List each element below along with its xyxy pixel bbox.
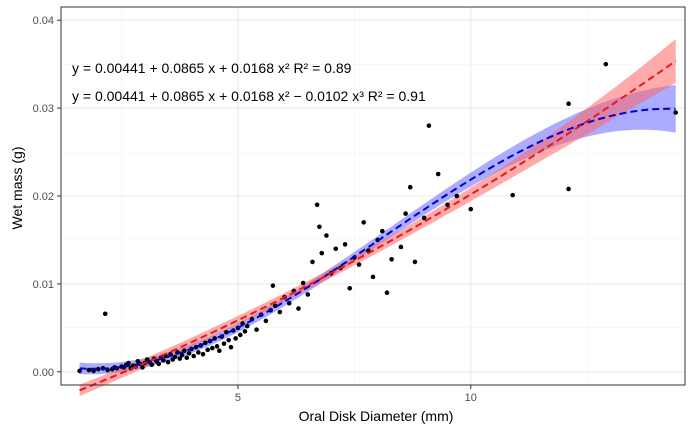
y-tick-label: 0.04 [33, 15, 54, 27]
data-point [361, 220, 366, 225]
data-point [165, 359, 171, 365]
data-point [193, 344, 199, 350]
data-point [445, 202, 450, 208]
data-point [224, 329, 229, 335]
data-point [454, 193, 460, 199]
data-point [191, 353, 197, 359]
data-point [317, 224, 322, 230]
y-tick-label: 0.01 [33, 279, 54, 291]
data-point [184, 355, 190, 361]
x-tick-label: 5 [235, 392, 241, 404]
data-point [435, 171, 441, 177]
data-point [237, 332, 243, 338]
y-tick-label: 0.02 [33, 191, 54, 203]
x-axis-ticks: 5 10 [235, 385, 477, 404]
y-axis-ticks: 0.00 0.01 0.02 0.03 0.04 [33, 15, 61, 379]
data-point [305, 292, 311, 297]
data-point [210, 345, 215, 351]
data-point [277, 309, 283, 315]
data-point [156, 361, 162, 367]
data-point [296, 306, 301, 311]
y-tick-label: 0.00 [33, 367, 54, 379]
data-point [426, 123, 432, 128]
data-point [421, 215, 427, 221]
data-point [300, 280, 306, 286]
data-point [333, 246, 339, 252]
data-point [380, 228, 385, 234]
data-point [177, 356, 183, 361]
data-point [126, 360, 131, 366]
data-point [407, 184, 413, 190]
data-point [403, 211, 408, 216]
data-point [226, 337, 231, 343]
confidence-bands [79, 39, 676, 396]
data-point [242, 329, 248, 334]
data-point [566, 101, 571, 106]
data-point [77, 368, 82, 374]
data-point [412, 259, 418, 265]
data-point [370, 274, 376, 280]
data-point [286, 300, 292, 306]
data-point [356, 262, 362, 267]
data-point [240, 321, 245, 326]
data-point [233, 336, 238, 341]
data-point [310, 259, 315, 265]
data-point [172, 354, 178, 360]
data-point [384, 290, 390, 295]
data-point [140, 365, 145, 370]
data-point [510, 192, 516, 198]
data-point [149, 362, 155, 368]
data-point [244, 323, 250, 329]
equation-quadratic: y = 0.00441 + 0.0865 x + 0.0168 x² R² = … [72, 60, 352, 76]
data-point [196, 350, 201, 355]
x-tick-label: 10 [465, 392, 477, 404]
x-axis-title: Oral Disk Diameter (mm) [299, 408, 454, 424]
y-axis-title: Wet mass (g) [9, 147, 25, 230]
data-point [200, 351, 206, 357]
data-point [566, 186, 571, 192]
grid-major [61, 7, 685, 385]
data-point [314, 202, 320, 208]
data-point [389, 256, 394, 262]
data-point [398, 244, 404, 250]
data-point [468, 206, 474, 212]
data-point [179, 352, 185, 358]
quadratic-fit-line [79, 60, 677, 392]
data-point [205, 347, 210, 353]
data-point [263, 318, 269, 324]
y-tick-label: 0.03 [33, 103, 54, 115]
data-point [228, 344, 234, 350]
data-point [102, 311, 108, 317]
data-point [603, 61, 609, 67]
data-point [319, 250, 325, 256]
data-point [342, 242, 348, 247]
data-point [673, 110, 678, 115]
data-point [324, 233, 329, 238]
data-point [254, 327, 259, 332]
data-point [214, 344, 220, 349]
data-point [217, 348, 222, 354]
fit-lines [79, 60, 677, 392]
data-point [347, 286, 353, 291]
data-point [270, 283, 276, 288]
data-point [221, 341, 227, 346]
cubic-fit-line [79, 107, 676, 370]
data-point [86, 367, 92, 373]
data-point [186, 351, 192, 356]
data-point [203, 340, 208, 346]
equation-cubic: y = 0.00441 + 0.0865 x + 0.0168 x² − 0.0… [72, 88, 426, 104]
